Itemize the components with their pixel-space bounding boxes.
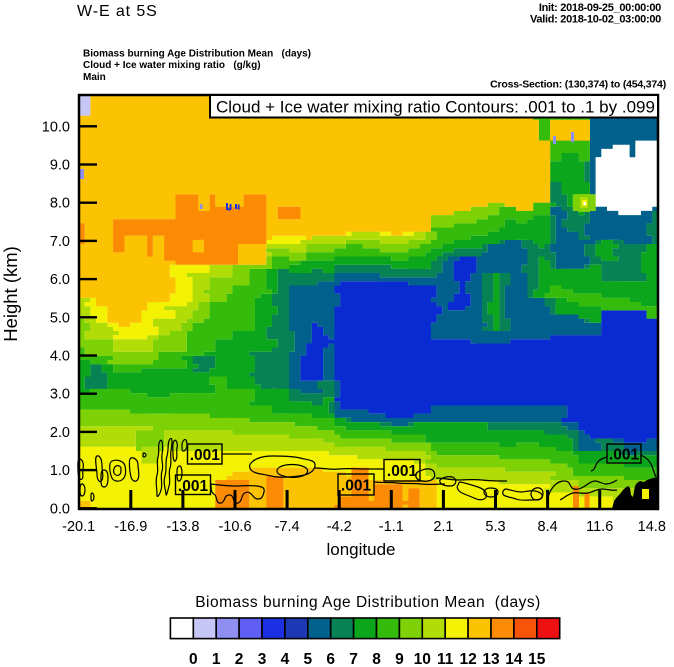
svg-text:W-E at 5S: W-E at 5S: [77, 3, 158, 20]
svg-text:5.3: 5.3: [485, 519, 505, 535]
svg-text:longitude: longitude: [326, 540, 395, 559]
svg-text:5.0: 5.0: [50, 310, 70, 326]
svg-text:.001: .001: [387, 463, 418, 480]
svg-text:.001: .001: [178, 478, 209, 495]
svg-text:4: 4: [281, 651, 290, 667]
svg-text:-20.1: -20.1: [62, 519, 95, 535]
svg-text:2.0: 2.0: [50, 425, 70, 441]
svg-text:-1.1: -1.1: [379, 519, 404, 535]
svg-text:4.0: 4.0: [50, 349, 70, 365]
svg-text:2.1: 2.1: [433, 519, 453, 535]
svg-text:6: 6: [326, 651, 335, 667]
svg-text:.001: .001: [190, 447, 221, 464]
svg-text:.001: .001: [609, 447, 640, 464]
svg-text:0.0: 0.0: [50, 501, 70, 517]
svg-text:3: 3: [258, 651, 267, 667]
svg-text:14: 14: [505, 651, 523, 667]
svg-text:Cross-Section: (130,374) to (4: Cross-Section: (130,374) to (454,374): [490, 79, 666, 91]
svg-text:Biomass burning Age Distributi: Biomass burning Age Distribution Mean (d…: [195, 594, 541, 611]
svg-text:Main: Main: [83, 72, 106, 83]
svg-text:1: 1: [212, 651, 221, 667]
svg-text:7: 7: [349, 651, 358, 667]
svg-text:-7.4: -7.4: [275, 519, 300, 535]
svg-text:9.0: 9.0: [50, 158, 70, 174]
svg-text:6.0: 6.0: [50, 272, 70, 288]
svg-text:-13.8: -13.8: [166, 519, 199, 535]
svg-text:-10.6: -10.6: [218, 519, 251, 535]
svg-text:-4.2: -4.2: [327, 519, 352, 535]
svg-text:0: 0: [189, 651, 198, 667]
svg-text:2: 2: [235, 651, 244, 667]
svg-text:.001: .001: [341, 478, 372, 495]
svg-text:15: 15: [528, 651, 546, 667]
svg-text:8.0: 8.0: [50, 196, 70, 212]
svg-text:Biomass burning Age Distributi: Biomass burning Age Distribution Mean (d…: [83, 49, 311, 60]
svg-text:14.8: 14.8: [638, 519, 666, 535]
svg-text:9: 9: [395, 651, 404, 667]
svg-text:5: 5: [303, 651, 312, 667]
svg-text:-16.9: -16.9: [114, 519, 147, 535]
svg-text:12: 12: [459, 651, 476, 667]
svg-text:Valid: 2018-10-02_03:00:00: Valid: 2018-10-02_03:00:00: [530, 14, 661, 26]
svg-text:7.0: 7.0: [50, 234, 70, 250]
svg-text:10.0: 10.0: [42, 119, 70, 135]
svg-text:11.6: 11.6: [586, 519, 613, 535]
svg-text:Height (km): Height (km): [0, 246, 21, 342]
svg-text:Cloud + Ice water mixing ratio: Cloud + Ice water mixing ratio (g/kg): [83, 60, 261, 71]
svg-text:3.0: 3.0: [50, 387, 70, 403]
svg-text:8.4: 8.4: [538, 519, 558, 535]
svg-text:11: 11: [437, 651, 454, 667]
svg-text:13: 13: [482, 651, 500, 667]
svg-text:8: 8: [372, 651, 381, 667]
svg-text:Init: 2018-09-25_00:00:00: Init: 2018-09-25_00:00:00: [539, 2, 661, 14]
svg-text:Cloud + Ice water mixing ratio: Cloud + Ice water mixing ratio Contours:…: [216, 98, 655, 117]
svg-text:1.0: 1.0: [50, 463, 70, 479]
svg-text:10: 10: [414, 651, 431, 667]
